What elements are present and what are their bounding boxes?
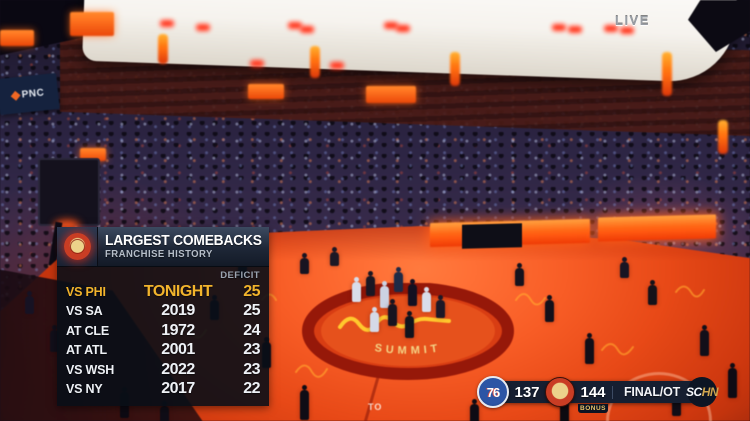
schn-network-logo: SCHN <box>686 385 719 399</box>
player-silhouette <box>352 277 361 302</box>
player-silhouette <box>648 280 657 305</box>
table-row: VS PHI TONIGHT 25 <box>66 282 261 302</box>
comebacks-header: LARGEST COMEBACKS FRANCHISE HISTORY <box>57 227 269 267</box>
season-cell: 1972 <box>161 321 195 339</box>
deficit-column-header: DEFICIT <box>220 270 260 281</box>
deficit-cell: 23 <box>243 360 260 378</box>
player-silhouette <box>515 263 524 286</box>
table-row: AT ATL 2001 23 <box>66 341 261 361</box>
player-silhouette <box>408 279 417 306</box>
player-silhouette <box>436 295 445 318</box>
deficit-cell: 24 <box>243 321 260 339</box>
deficit-cell: 22 <box>243 380 260 398</box>
game-status: FINAL/OT <box>624 385 681 399</box>
comebacks-graphic: LARGEST COMEBACKS FRANCHISE HISTORY DEFI… <box>57 227 269 406</box>
player-silhouette <box>25 291 34 314</box>
player-silhouette <box>160 401 169 421</box>
opponent-cell: AT ATL <box>66 343 107 358</box>
comebacks-table: DEFICIT VS PHI TONIGHT 25 VS SA 2019 25 … <box>57 267 269 406</box>
player-silhouette <box>470 399 479 421</box>
table-row: AT CLE 1972 24 <box>66 321 261 341</box>
player-silhouette <box>585 333 594 364</box>
player-silhouette <box>370 307 379 332</box>
player-silhouette <box>366 271 375 296</box>
comebacks-title: LARGEST COMEBACKS <box>105 232 262 249</box>
network-prefix: SC <box>686 385 702 399</box>
score-bug-pill: 76 137 144 BONUS FINAL/OT SCHN <box>477 376 719 413</box>
bug-divider <box>612 385 613 399</box>
player-silhouette <box>394 267 403 292</box>
rockets-retro-badge-icon <box>63 233 91 260</box>
76ers-logo-text: 76 <box>486 384 501 400</box>
home-score: 144 <box>580 383 606 401</box>
deficit-cell: 25 <box>243 282 260 300</box>
player-silhouette <box>330 247 339 266</box>
table-row: VS WSH 2022 23 <box>66 360 261 380</box>
player-silhouette <box>388 299 397 326</box>
season-cell: 2017 <box>161 380 195 398</box>
score-bug: 76 137 144 BONUS FINAL/OT SCHN <box>477 376 719 413</box>
player-silhouette <box>380 281 389 308</box>
player-silhouette <box>405 311 414 338</box>
bonus-badge: BONUS <box>578 403 608 413</box>
opponent-cell: VS NY <box>66 382 103 397</box>
deficit-cell: 25 <box>243 302 260 320</box>
opponent-cell: VS SA <box>66 304 103 319</box>
away-score: 137 <box>514 383 540 401</box>
player-silhouette <box>422 287 431 312</box>
opponent-cell: AT CLE <box>66 323 110 338</box>
live-badge: LIVE <box>615 13 650 28</box>
table-row: VS NY 2017 22 <box>66 380 261 400</box>
season-cell: 2001 <box>161 341 195 359</box>
player-silhouette <box>545 295 554 322</box>
player-silhouette <box>728 363 737 398</box>
player-silhouette <box>700 325 709 356</box>
home-score-block: 144 BONUS <box>576 383 610 413</box>
deficit-cell: 23 <box>243 341 260 359</box>
table-row: VS SA 2019 25 <box>66 302 261 322</box>
comebacks-logo-box <box>57 227 98 266</box>
rockets-retro-badge-icon <box>545 377 575 407</box>
season-cell: TONIGHT <box>143 282 213 300</box>
comebacks-titles: LARGEST COMEBACKS FRANCHISE HISTORY <box>98 233 270 260</box>
season-cell: 2019 <box>161 302 195 320</box>
76ers-logo-icon: 76 <box>477 376 509 408</box>
comebacks-subtitle: FRANCHISE HISTORY <box>105 249 213 261</box>
player-silhouette <box>300 253 309 274</box>
player-silhouette <box>620 257 629 278</box>
opponent-cell: VS PHI <box>66 284 106 299</box>
season-cell: 2022 <box>161 360 195 378</box>
network-logo-circle: SCHN <box>686 377 719 407</box>
network-suffix: HN <box>701 385 719 399</box>
court-decal-text: TO <box>368 402 383 412</box>
opponent-cell: VS WSH <box>66 362 115 377</box>
player-silhouette <box>300 385 309 420</box>
